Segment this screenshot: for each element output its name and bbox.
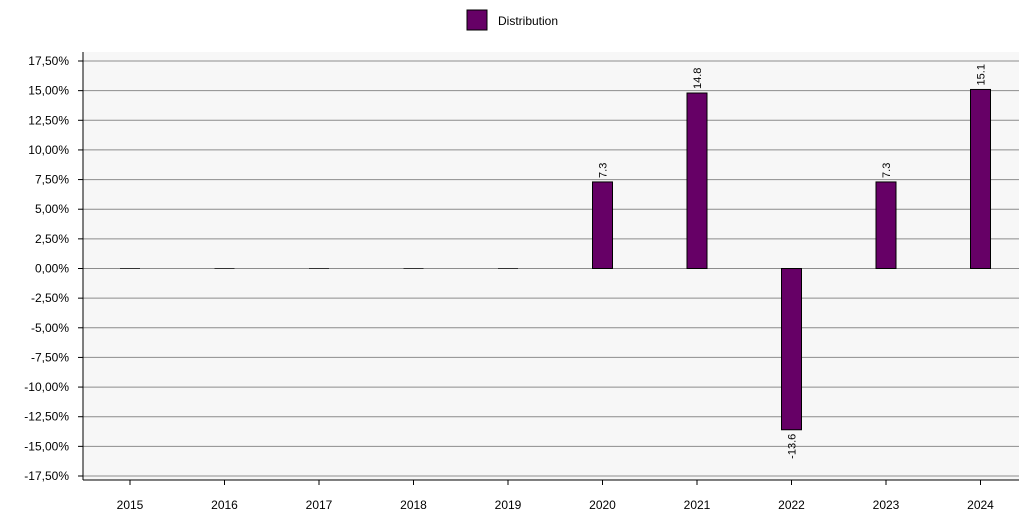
y-tick-label: 12,50% xyxy=(28,113,69,127)
plot-background xyxy=(83,52,1019,480)
x-tick-label: 2020 xyxy=(589,498,616,512)
data-labels-group: 7.3 14.8 -13.6 7.3 15.1 xyxy=(598,64,988,459)
bar xyxy=(970,88,991,270)
x-tick-label: 2018 xyxy=(400,498,427,512)
y-tick-label: 17,50% xyxy=(28,54,69,68)
x-tick-label: 2022 xyxy=(778,498,805,512)
data-label: -13.6 xyxy=(787,434,799,459)
legend-label: Distribution xyxy=(498,14,558,28)
bar xyxy=(781,268,802,431)
x-tick-label: 2021 xyxy=(684,498,711,512)
legend: Distribution xyxy=(466,9,558,31)
y-tick-label: -5,00% xyxy=(31,321,69,335)
y-tick-label: -12,50% xyxy=(24,410,69,424)
data-label: 7.3 xyxy=(881,163,893,178)
y-tick-label: -15,00% xyxy=(24,439,69,453)
x-tick-label: 2017 xyxy=(306,498,333,512)
y-tick-label: 15,00% xyxy=(28,84,69,98)
x-tick-label: 2016 xyxy=(211,498,238,512)
y-tick-label: 5,00% xyxy=(35,202,69,216)
y-tick-label: 2,50% xyxy=(35,232,69,246)
bar xyxy=(875,181,897,269)
y-tick-label: -7,50% xyxy=(31,350,69,364)
y-tick-label: 10,00% xyxy=(28,143,69,157)
bars-group xyxy=(120,88,991,431)
data-label: 7.3 xyxy=(598,163,610,178)
x-tick-label: 2019 xyxy=(495,498,522,512)
legend-swatch xyxy=(466,9,488,31)
x-tick-label: 2023 xyxy=(873,498,900,512)
x-tick-label: 2015 xyxy=(117,498,144,512)
data-label: 15.1 xyxy=(976,64,988,85)
y-axis-ticks: 17,50% 15,00% 12,50% 10,00% 7,50% 5,00% 2,50% 0… xyxy=(24,54,83,483)
data-label: 14.8 xyxy=(692,68,704,89)
x-tick-label: 2024 xyxy=(967,498,994,512)
y-tick-label: 7,50% xyxy=(35,173,69,187)
y-tick-label: -17,50% xyxy=(24,469,69,483)
y-tick-label: 0,00% xyxy=(35,262,69,276)
y-tick-label: -2,50% xyxy=(31,291,69,305)
y-tick-label: -10,00% xyxy=(24,380,69,394)
x-axis-ticks: 2015 2016 2017 2018 2019 2020 2021 2022 2023 2024 xyxy=(117,480,994,512)
bar xyxy=(686,92,708,269)
bar xyxy=(592,181,613,269)
grid-lines xyxy=(83,60,1019,477)
